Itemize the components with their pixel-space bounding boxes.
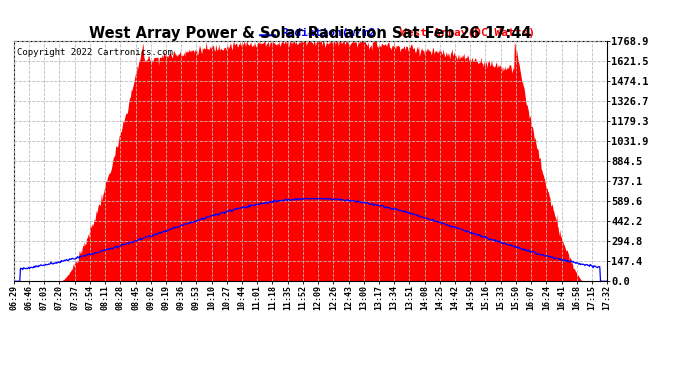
Text: West Array(DC Watts): West Array(DC Watts) — [400, 28, 535, 39]
Title: West Array Power & Solar Radiation Sat Feb 26 17:44: West Array Power & Solar Radiation Sat F… — [89, 26, 532, 41]
Text: Radiation(w/m2): Radiation(w/m2) — [281, 28, 382, 39]
Text: Copyright 2022 Cartronics.com: Copyright 2022 Cartronics.com — [17, 48, 172, 57]
